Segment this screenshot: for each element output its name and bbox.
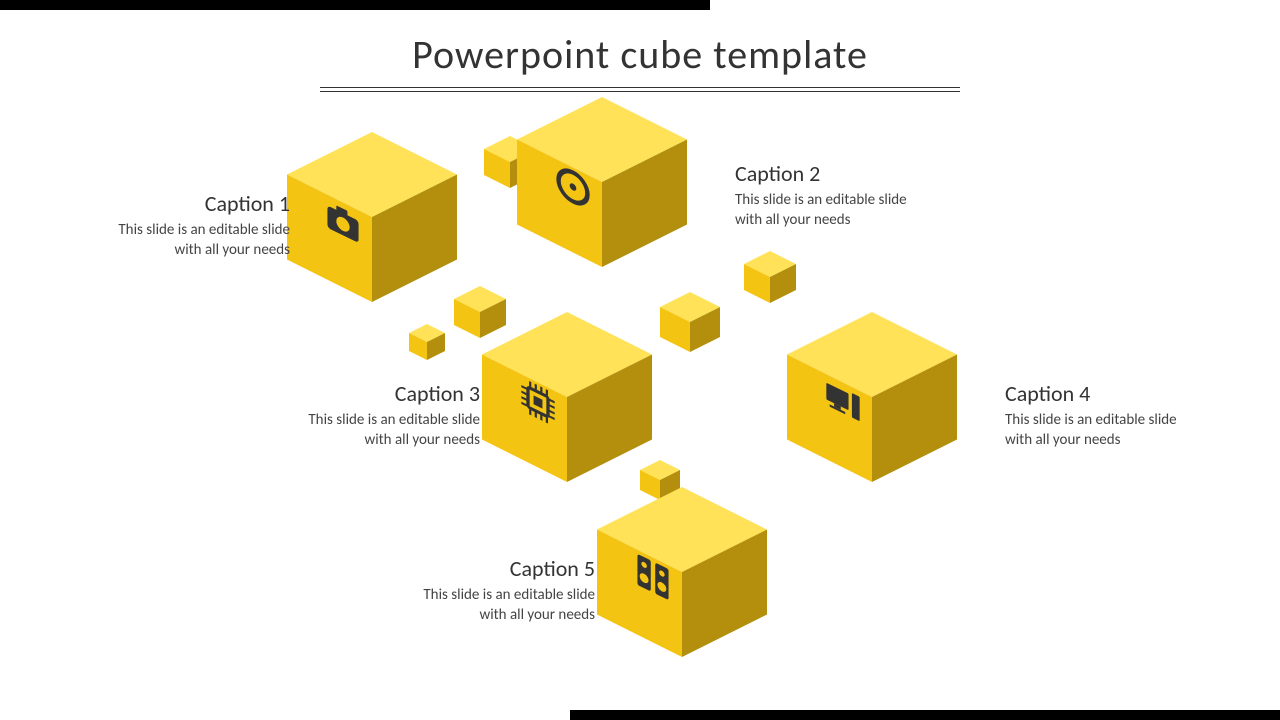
caption-desc: This slide is an editable slide with all… (735, 191, 935, 230)
feature-cube (785, 310, 959, 489)
caption-block: Caption 3 This slide is an editable slid… (280, 380, 480, 450)
caption-block: Caption 2 This slide is an editable slid… (735, 160, 935, 230)
caption-desc: This slide is an editable slide with all… (90, 221, 290, 260)
feature-cube (595, 485, 769, 664)
caption-title: Caption 4 (1005, 380, 1205, 407)
caption-desc: This slide is an editable slide with all… (280, 411, 480, 450)
caption-block: Caption 4 This slide is an editable slid… (1005, 380, 1205, 450)
small-cube (658, 290, 722, 359)
feature-cube (480, 310, 654, 489)
caption-title: Caption 2 (735, 160, 935, 187)
small-cube (742, 249, 798, 310)
caption-desc: This slide is an editable slide with all… (395, 586, 595, 625)
caption-title: Caption 1 (90, 190, 290, 217)
caption-block: Caption 1 This slide is an editable slid… (90, 190, 290, 260)
caption-title: Caption 5 (395, 555, 595, 582)
feature-cube (285, 130, 459, 309)
feature-cube (515, 95, 689, 274)
caption-block: Caption 5 This slide is an editable slid… (395, 555, 595, 625)
diagram-stage: Caption 1 This slide is an editable slid… (0, 0, 1280, 720)
small-cube (407, 322, 447, 367)
caption-title: Caption 3 (280, 380, 480, 407)
caption-desc: This slide is an editable slide with all… (1005, 411, 1205, 450)
